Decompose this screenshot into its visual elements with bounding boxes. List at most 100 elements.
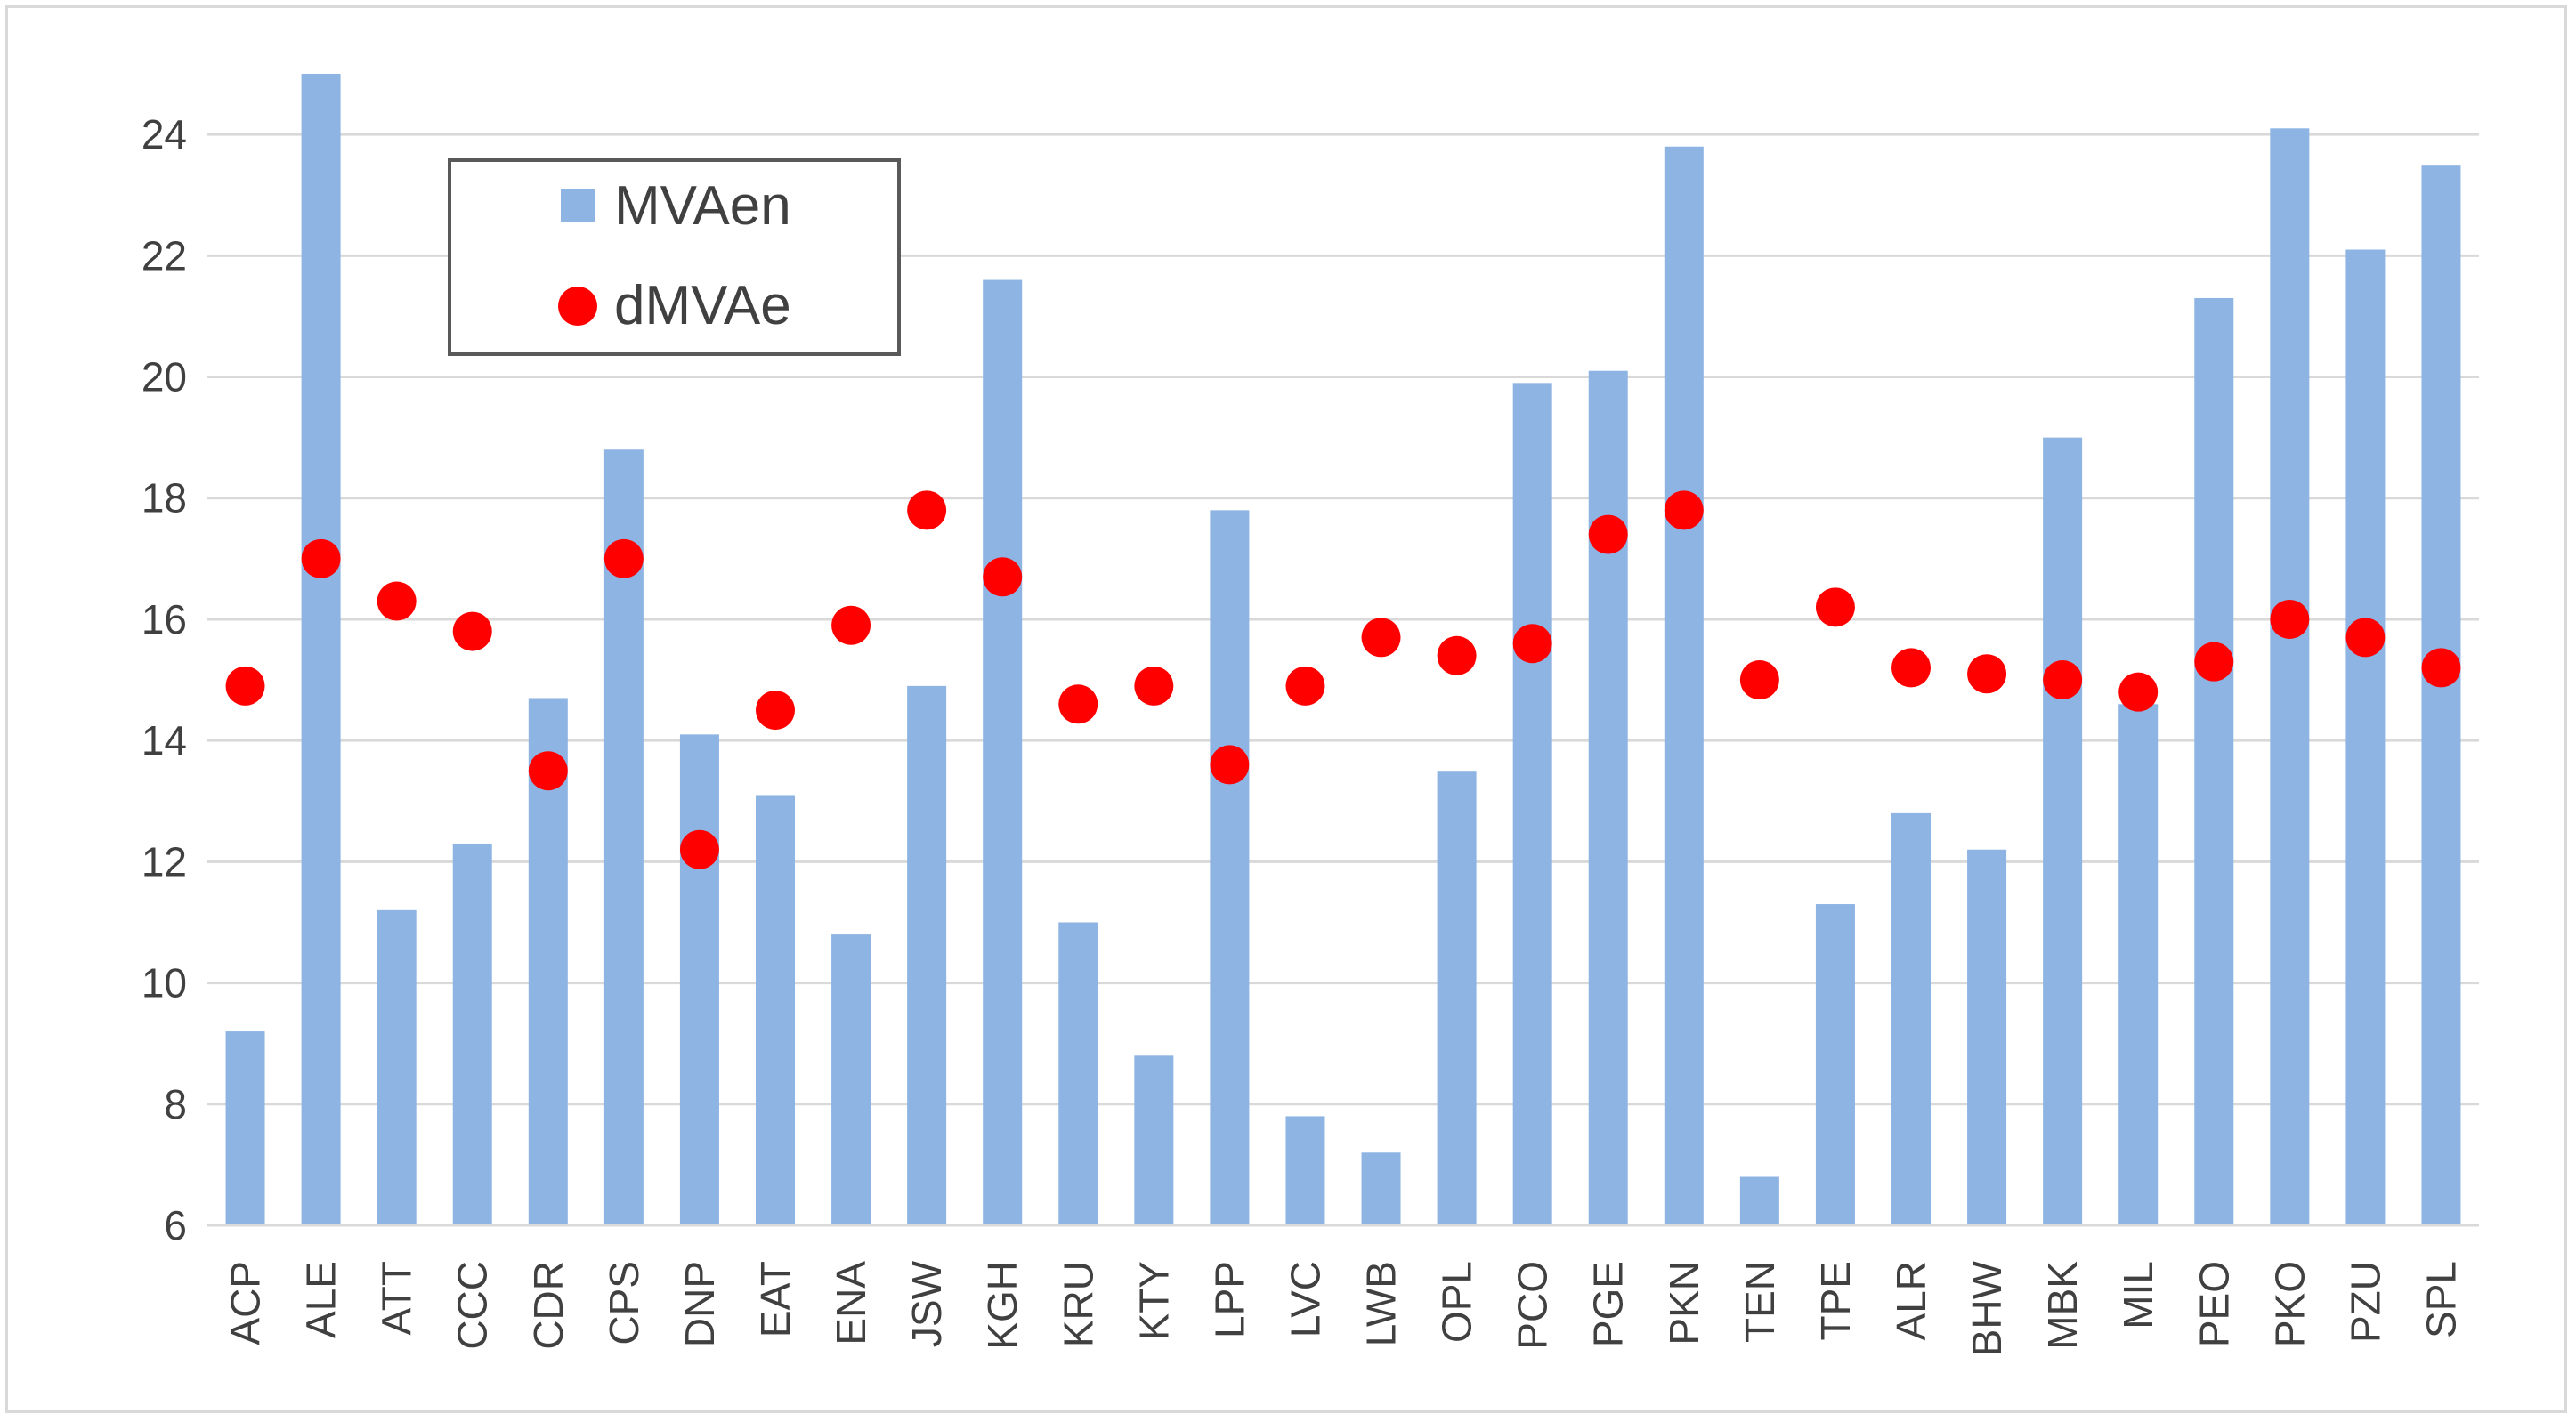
x-tick-label: PKN bbox=[1661, 1261, 1707, 1345]
x-tick-label: ATT bbox=[374, 1261, 420, 1335]
x-tick-label: KGH bbox=[979, 1261, 1025, 1350]
x-tick-label: PKO bbox=[2266, 1261, 2313, 1347]
bar-lwb bbox=[1361, 1152, 1401, 1225]
y-tick-label: 22 bbox=[142, 232, 187, 279]
bar-eat bbox=[756, 795, 795, 1225]
bar-pco bbox=[1512, 383, 1552, 1225]
bar-pzu bbox=[2345, 249, 2386, 1225]
bar-bhw bbox=[1967, 849, 2007, 1225]
legend-label-mvaen: MVAen bbox=[614, 175, 791, 237]
x-tick-label: MBK bbox=[2039, 1261, 2086, 1350]
marker-opl bbox=[1437, 635, 1477, 675]
y-tick-label: 14 bbox=[142, 717, 187, 764]
marker-tpe bbox=[1815, 587, 1855, 627]
x-tick-label: JSW bbox=[903, 1260, 950, 1347]
x-tick-label: EAT bbox=[752, 1261, 798, 1337]
y-tick-label: 18 bbox=[142, 475, 187, 521]
x-tick-label: CCC bbox=[450, 1261, 496, 1350]
bar-acp bbox=[225, 1031, 265, 1225]
marker-ccc bbox=[452, 611, 492, 651]
marker-ale bbox=[301, 538, 341, 578]
bar-cps bbox=[603, 449, 644, 1225]
bar-kgh bbox=[983, 279, 1023, 1226]
bar-pge bbox=[1588, 370, 1628, 1225]
marker-cdr bbox=[528, 751, 568, 791]
marker-jsw bbox=[907, 490, 947, 530]
marker-alr bbox=[1891, 648, 1931, 688]
x-tick-label: BHW bbox=[1964, 1260, 2010, 1356]
dmvae-markers bbox=[225, 490, 2461, 869]
x-tick-label: PZU bbox=[2342, 1261, 2388, 1343]
bar-peo bbox=[2194, 297, 2234, 1225]
bar-ccc bbox=[452, 843, 492, 1225]
x-tick-label: DNP bbox=[676, 1261, 723, 1347]
x-tick-label: LWB bbox=[1358, 1261, 1405, 1346]
x-tick-label: OPL bbox=[1434, 1261, 1480, 1343]
bar-spl bbox=[2421, 165, 2461, 1225]
x-tick-label: LVC bbox=[1282, 1261, 1328, 1337]
marker-spl bbox=[2421, 648, 2461, 688]
marker-att bbox=[377, 581, 417, 621]
bar-att bbox=[377, 909, 417, 1225]
bar-ten bbox=[1739, 1176, 1779, 1225]
x-tick-label: TEN bbox=[1737, 1261, 1783, 1343]
legend-swatch-dmvae bbox=[558, 287, 597, 326]
x-axis-labels: ACP ALE ATT CCC CDR CPS DNP EAT ENA JSW KGH KRU KTY L… bbox=[223, 1260, 2465, 1356]
x-tick-label: PCO bbox=[1510, 1261, 1556, 1350]
bar-kru bbox=[1058, 922, 1098, 1225]
marker-ena bbox=[831, 605, 871, 645]
marker-eat bbox=[756, 691, 795, 731]
y-axis-ticks: 6 8 10 12 14 16 18 20 22 24 bbox=[142, 111, 187, 1248]
legend: MVAen dMVAe bbox=[448, 158, 901, 356]
bar-mbk bbox=[2043, 437, 2083, 1225]
x-tick-label: ALR bbox=[1888, 1261, 1934, 1340]
x-tick-label: LPP bbox=[1206, 1261, 1252, 1338]
marker-lwb bbox=[1361, 618, 1401, 658]
bar-ena bbox=[831, 934, 871, 1225]
bar-jsw bbox=[907, 685, 947, 1225]
marker-ten bbox=[1739, 660, 1779, 700]
y-tick-label: 20 bbox=[142, 354, 187, 400]
bar-pko bbox=[2270, 128, 2310, 1226]
x-tick-label: KTY bbox=[1130, 1261, 1177, 1340]
bar-lvc bbox=[1285, 1116, 1325, 1225]
marker-lpp bbox=[1210, 745, 1250, 785]
x-tick-label: ALE bbox=[298, 1261, 344, 1338]
marker-pkn bbox=[1664, 490, 1704, 530]
bar-opl bbox=[1437, 771, 1477, 1225]
marker-pko bbox=[2270, 599, 2310, 639]
x-tick-label: ENA bbox=[828, 1261, 874, 1345]
x-tick-label: CPS bbox=[601, 1261, 647, 1345]
marker-kru bbox=[1058, 684, 1098, 724]
y-tick-label: 16 bbox=[142, 596, 187, 642]
y-tick-label: 10 bbox=[142, 960, 187, 1006]
marker-pzu bbox=[2345, 618, 2386, 658]
marker-pco bbox=[1512, 624, 1552, 664]
marker-pge bbox=[1588, 514, 1628, 554]
bar-pkn bbox=[1664, 146, 1704, 1225]
marker-bhw bbox=[1967, 654, 2007, 694]
marker-dnp bbox=[679, 829, 719, 869]
y-tick-label: 24 bbox=[142, 111, 187, 158]
marker-acp bbox=[225, 666, 265, 706]
legend-label-dmvae: dMVAe bbox=[614, 275, 791, 336]
bar-alr bbox=[1891, 812, 1931, 1225]
bar-kty bbox=[1134, 1055, 1174, 1225]
marker-cps bbox=[603, 538, 644, 578]
x-tick-label: TPE bbox=[1812, 1261, 1859, 1340]
x-tick-label: ACP bbox=[223, 1261, 269, 1345]
bar-dnp bbox=[679, 734, 719, 1225]
legend-box bbox=[448, 158, 901, 356]
mvaen-bars bbox=[225, 74, 2461, 1226]
bar-tpe bbox=[1815, 904, 1855, 1225]
x-tick-label: KRU bbox=[1055, 1261, 1101, 1347]
marker-mbk bbox=[2043, 660, 2083, 700]
x-tick-label: SPL bbox=[2418, 1261, 2464, 1338]
marker-kty bbox=[1134, 666, 1174, 706]
x-tick-label: CDR bbox=[525, 1261, 571, 1350]
bar-mil bbox=[2118, 704, 2159, 1225]
marker-mil bbox=[2118, 672, 2159, 712]
bar-lpp bbox=[1210, 510, 1250, 1225]
gridlines bbox=[207, 133, 2479, 1106]
